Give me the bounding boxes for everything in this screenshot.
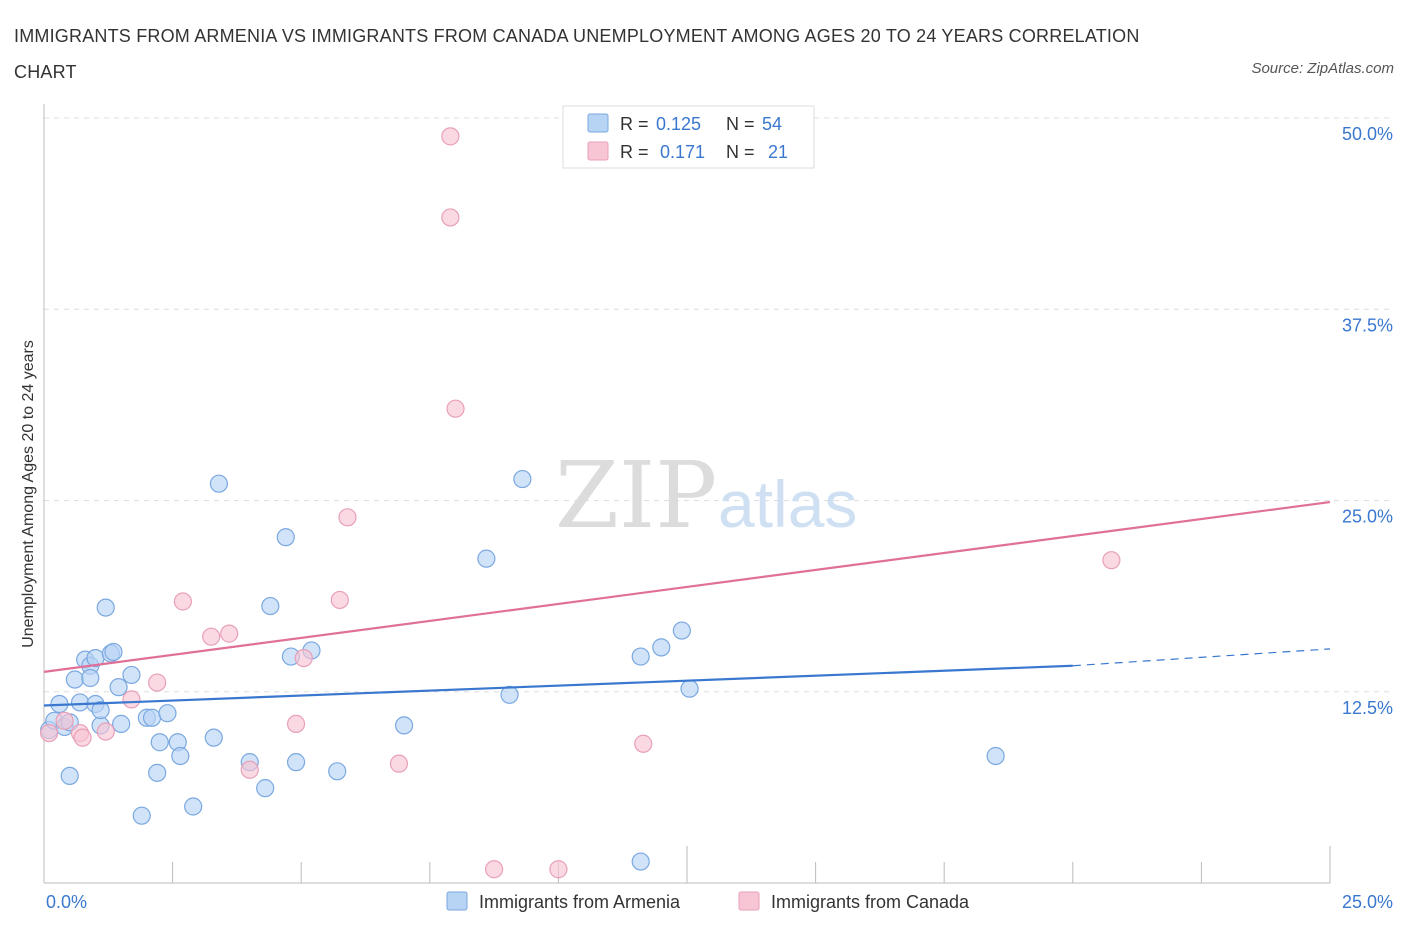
- point-armenia: [394, 716, 414, 735]
- point-canada: [338, 508, 357, 527]
- point-canada: [240, 760, 259, 779]
- legend-n-value-canada: 21: [768, 142, 788, 162]
- point-armenia: [65, 670, 84, 689]
- point-armenia: [256, 779, 275, 798]
- point-armenia: [122, 665, 141, 685]
- series-legend: Immigrants from Armenia Immigrants from …: [446, 891, 970, 912]
- point-armenia: [158, 704, 177, 723]
- point-canada: [330, 590, 349, 610]
- watermark-zip: ZIP: [555, 442, 717, 549]
- point-armenia: [171, 746, 190, 766]
- point-canada: [294, 648, 313, 668]
- legend-r-label: R =: [620, 114, 649, 134]
- y-tick-label: 25.0%: [1342, 507, 1393, 527]
- point-armenia: [328, 762, 347, 781]
- legend-n-label: N =: [726, 142, 755, 162]
- grid-lines: [44, 117, 1394, 693]
- scatter-points: [40, 127, 1121, 879]
- point-armenia: [513, 469, 532, 489]
- point-armenia: [104, 642, 123, 662]
- point-canada: [173, 592, 192, 611]
- y-axis-label: Unemployment Among Ages 20 to 24 years: [20, 340, 37, 648]
- point-canada: [549, 860, 568, 879]
- point-armenia: [680, 679, 699, 698]
- series-legend-swatch-armenia: [446, 891, 468, 911]
- point-canada: [202, 627, 221, 646]
- point-canada: [286, 714, 306, 733]
- stats-legend: R = 0.125 N = 54 R = 0.171 N = 21: [562, 105, 815, 169]
- y-tick-label: 12.5%: [1342, 698, 1393, 718]
- legend-n-value-armenia: 54: [762, 114, 782, 134]
- series-legend-label-canada: Immigrants from Canada: [771, 892, 970, 912]
- point-armenia: [60, 766, 79, 786]
- x-tick-labels: 0.0% 25.0%: [46, 892, 1393, 912]
- point-armenia: [209, 474, 228, 493]
- chart-title: IMMIGRANTS FROM ARMENIA VS IMMIGRANTS FR…: [14, 26, 1140, 82]
- point-armenia: [81, 668, 100, 688]
- trend-line-armenia-extension: [1072, 648, 1331, 667]
- point-canada: [55, 711, 74, 730]
- point-armenia: [148, 763, 167, 782]
- point-canada: [441, 208, 460, 227]
- series-legend-label-armenia: Immigrants from Armenia: [479, 892, 681, 912]
- y-tick-label: 37.5%: [1342, 315, 1393, 335]
- legend-swatch-canada: [587, 141, 609, 161]
- point-canada: [40, 723, 59, 743]
- x-tick-label: 25.0%: [1342, 892, 1393, 912]
- point-armenia: [500, 685, 519, 704]
- point-armenia: [132, 806, 151, 825]
- legend-n-label: N =: [726, 114, 755, 134]
- legend-r-value-canada: 0.171: [660, 142, 705, 162]
- point-canada: [122, 690, 141, 709]
- trend-line-canada: [43, 500, 1331, 673]
- trend-line-armenia: [43, 664, 1073, 707]
- point-armenia: [276, 528, 295, 547]
- axes: [43, 104, 1331, 884]
- point-armenia: [184, 797, 203, 816]
- y-tick-label: 50.0%: [1342, 124, 1393, 144]
- point-armenia: [150, 733, 169, 752]
- point-canada: [148, 673, 167, 692]
- point-canada: [96, 722, 115, 741]
- watermark-atlas: atlas: [718, 467, 857, 541]
- point-armenia: [672, 621, 691, 640]
- x-tick-label: 0.0%: [46, 892, 87, 912]
- point-armenia: [109, 678, 128, 697]
- point-armenia: [91, 701, 110, 720]
- point-armenia: [631, 852, 650, 871]
- series-legend-swatch-canada: [738, 891, 760, 911]
- y-tick-labels: 12.5% 25.0% 37.5% 50.0%: [1342, 124, 1393, 718]
- point-canada: [389, 754, 409, 773]
- point-armenia: [477, 549, 496, 568]
- point-armenia: [286, 753, 306, 772]
- point-canada: [634, 734, 653, 753]
- point-armenia: [986, 746, 1005, 766]
- point-armenia: [204, 728, 223, 747]
- point-armenia: [142, 708, 162, 727]
- point-armenia: [96, 598, 115, 617]
- legend-r-value-armenia: 0.125: [656, 114, 701, 134]
- point-armenia: [652, 638, 671, 657]
- point-canada: [73, 728, 92, 747]
- trend-lines: [43, 500, 1331, 707]
- legend-r-label: R =: [620, 142, 649, 162]
- source-label: Source: ZipAtlas.com: [1251, 60, 1394, 77]
- point-canada: [220, 624, 239, 643]
- point-armenia: [112, 714, 131, 733]
- point-canada: [485, 860, 504, 879]
- point-armenia: [631, 647, 650, 666]
- point-armenia: [261, 596, 280, 616]
- point-armenia: [70, 693, 90, 712]
- point-canada: [1102, 551, 1121, 570]
- point-canada: [441, 127, 460, 146]
- legend-swatch-armenia: [587, 113, 609, 133]
- point-canada: [446, 399, 465, 418]
